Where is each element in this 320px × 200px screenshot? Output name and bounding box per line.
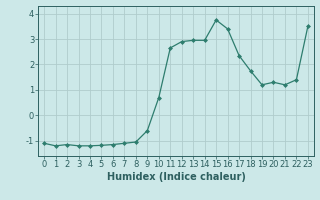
X-axis label: Humidex (Indice chaleur): Humidex (Indice chaleur) bbox=[107, 172, 245, 182]
